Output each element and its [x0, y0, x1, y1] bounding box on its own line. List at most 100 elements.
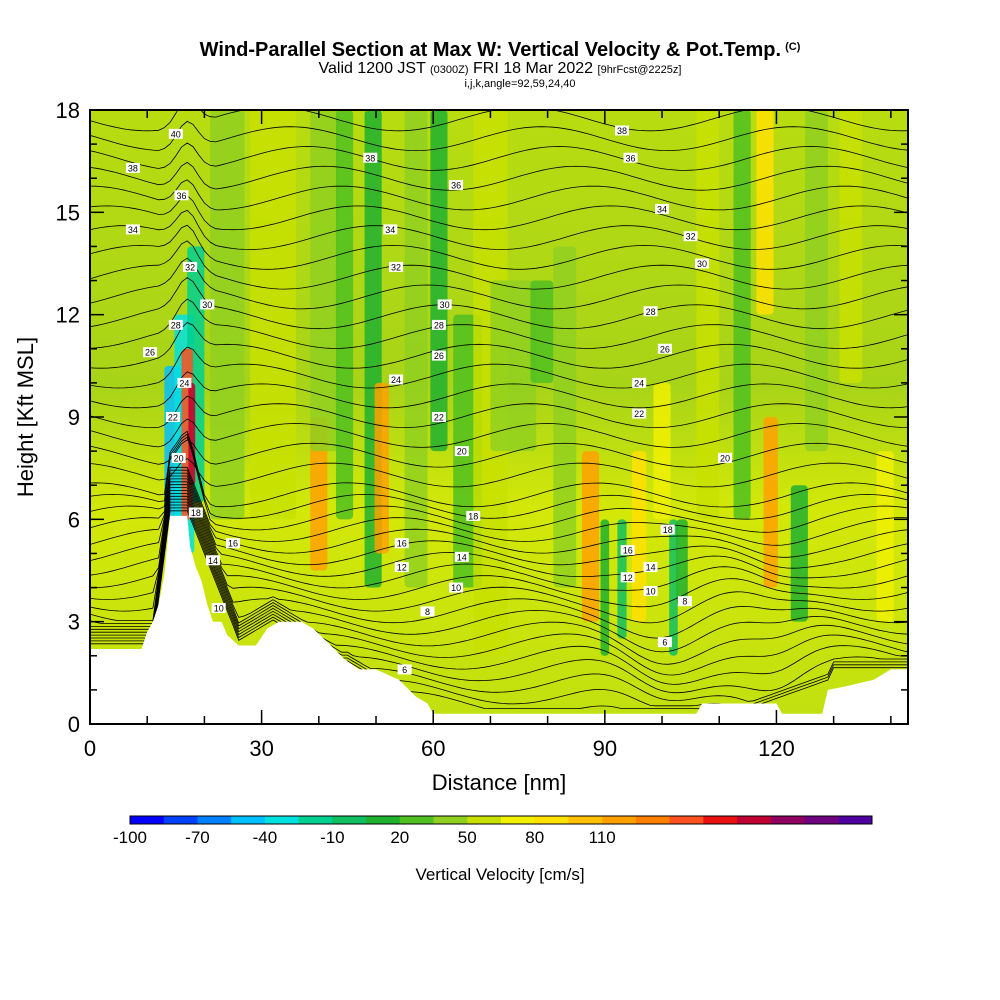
y-tick-label: 18 — [56, 98, 80, 123]
contour-label-box — [677, 596, 692, 607]
contour-label-box — [449, 582, 464, 593]
contour-label: 26 — [434, 351, 444, 361]
contour-label: 40 — [171, 129, 181, 139]
colorbar-swatch — [501, 816, 536, 824]
theta-contour-line — [90, 346, 908, 389]
contour-label-box — [177, 377, 192, 388]
theta-contour-line — [90, 224, 908, 270]
colorbar-swatch — [568, 816, 603, 824]
velocity-band — [310, 110, 339, 452]
axis-ticks — [89, 109, 908, 725]
contour-label: 6 — [662, 638, 667, 648]
contour-label-box — [454, 446, 469, 457]
contour-label: 20 — [174, 453, 184, 463]
contour-label: 16 — [228, 539, 238, 549]
contour-label: 20 — [720, 453, 730, 463]
x-tick-label: 120 — [758, 736, 795, 761]
y-tick-label: 12 — [56, 303, 80, 328]
contour-label-box — [211, 603, 226, 614]
colorbar-swatch — [602, 816, 637, 824]
velocity-band — [733, 110, 751, 520]
contour-label: 12 — [623, 573, 633, 583]
contour-label-box — [125, 224, 140, 235]
colorbar-swatch — [703, 816, 738, 824]
theta-contour-line — [90, 495, 908, 676]
theta-contour-line — [90, 142, 908, 171]
contour-label: 24 — [634, 378, 644, 388]
contour-label: 26 — [660, 344, 670, 354]
theta-contour-line — [90, 510, 908, 709]
contour-label-box — [683, 231, 698, 242]
theta-contour-line — [90, 179, 908, 211]
contour-label: 16 — [397, 539, 407, 549]
contour-label: 14 — [646, 563, 656, 573]
plot-area: 40 38 36 34 32 30 28 26 24 22 20 18 16 14 10 38 36 34 32 30… — [90, 110, 908, 724]
contour-label: 38 — [128, 163, 138, 173]
contour-label-box — [657, 343, 672, 354]
contour-label-box — [383, 224, 398, 235]
colorbar-label: Vertical Velocity [cm/s] — [415, 865, 584, 884]
x-axis-label: Distance [nm] — [432, 770, 567, 795]
colorbar-tick-labels: -100 -70 -40 -10 20 50 80 110 — [113, 828, 616, 847]
colorbar-swatch — [669, 816, 704, 824]
contour-label: 30 — [697, 259, 707, 269]
contour-label-box — [466, 510, 481, 521]
x-axis-tick-labels: 0 30 60 90 120 — [84, 736, 795, 761]
contour-label: 26 — [145, 348, 155, 358]
colorbar-swatch — [433, 816, 468, 824]
colorbar-tick-label: 20 — [390, 828, 409, 847]
theta-contour-line — [90, 120, 908, 152]
contour-label: 22 — [168, 413, 178, 423]
contour-label: 10 — [646, 586, 656, 596]
contour-label: 34 — [657, 204, 667, 214]
contour-label: 12 — [397, 563, 407, 573]
contour-label-box — [125, 162, 140, 173]
colorbar-frame — [129, 815, 873, 825]
colorbar-swatch — [804, 816, 839, 824]
velocity-band — [210, 110, 245, 520]
contour-label: 30 — [202, 300, 212, 310]
velocity-band — [250, 110, 296, 520]
x-tick-label: 60 — [421, 736, 445, 761]
colorbar-swatch — [534, 816, 569, 824]
colorbar-swatch — [298, 816, 333, 824]
colorbar-tick-label: 80 — [525, 828, 544, 847]
contour-label: 32 — [391, 262, 401, 272]
contour-label-box — [394, 562, 409, 573]
contour-label: 14 — [457, 552, 467, 562]
colorbar-tick-label: -100 — [113, 828, 147, 847]
velocity-band — [653, 382, 671, 520]
y-tick-label: 3 — [68, 610, 80, 635]
colorbar-tick-label: -70 — [185, 828, 210, 847]
contour-label: 28 — [646, 307, 656, 317]
x-tick-label: 30 — [249, 736, 273, 761]
theta-contour-line — [90, 371, 908, 409]
terrain-mask — [90, 515, 908, 724]
colorbar-swatch — [737, 816, 772, 824]
contour-label: 8 — [682, 597, 687, 607]
velocity-band — [805, 110, 828, 452]
contour-label: 24 — [391, 375, 401, 385]
velocity-band — [430, 110, 448, 452]
theta-contour-line — [90, 322, 908, 369]
colorbar-swatch — [467, 816, 502, 824]
velocity-band — [876, 451, 894, 622]
contour-label: 28 — [434, 320, 444, 330]
contour-label-box — [632, 408, 647, 419]
colorbar-tick-label: 50 — [458, 828, 477, 847]
colorbar-swatch — [130, 816, 165, 824]
theta-contour-line — [90, 277, 908, 330]
theta-contour-line — [90, 487, 908, 639]
contour-label: 36 — [451, 181, 461, 191]
contour-label-box — [431, 350, 446, 361]
y-axis-label: Height [Kft MSL] — [13, 337, 38, 497]
theta-contour-line — [90, 110, 908, 132]
theta-contour-line — [90, 257, 908, 310]
theta-contour-line — [90, 418, 908, 448]
colorbar — [129, 815, 873, 825]
contour-label-box — [632, 377, 647, 388]
contour-label: 34 — [128, 225, 138, 235]
theta-contour-line — [90, 161, 908, 191]
velocity-band — [310, 417, 328, 571]
